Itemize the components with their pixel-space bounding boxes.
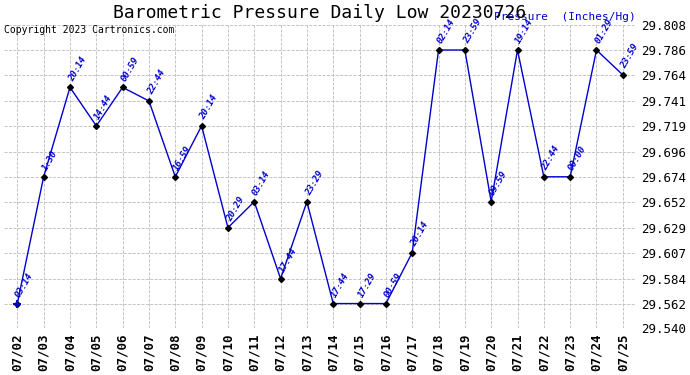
Text: 1:30: 1:30 <box>41 149 59 172</box>
Text: 02:14: 02:14 <box>435 18 457 45</box>
Text: 14:44: 14:44 <box>93 93 115 121</box>
Title: Barometric Pressure Daily Low 20230726: Barometric Pressure Daily Low 20230726 <box>113 4 526 22</box>
Text: 22:44: 22:44 <box>146 69 167 96</box>
Text: 03:14: 03:14 <box>14 271 35 299</box>
Text: 00:59: 00:59 <box>382 271 404 299</box>
Text: Copyright 2023 Cartronics.com: Copyright 2023 Cartronics.com <box>4 25 175 35</box>
Text: 17:44: 17:44 <box>277 246 299 274</box>
Text: 23:59: 23:59 <box>462 18 483 45</box>
Text: 01:29: 01:29 <box>593 18 614 45</box>
Text: 20:29: 20:29 <box>225 195 246 223</box>
Text: 20:14: 20:14 <box>409 220 430 248</box>
Text: 17:29: 17:29 <box>356 271 377 299</box>
Text: 00:59: 00:59 <box>119 55 141 83</box>
Text: 03:14: 03:14 <box>251 170 272 197</box>
Text: 09:59: 09:59 <box>488 170 509 197</box>
Text: 23:29: 23:29 <box>304 170 325 197</box>
Text: 19:14: 19:14 <box>514 18 535 45</box>
Text: 20:14: 20:14 <box>198 93 219 121</box>
Text: 23:59: 23:59 <box>620 43 641 70</box>
Text: 00:00: 00:00 <box>567 144 588 172</box>
Text: 17:44: 17:44 <box>330 271 351 299</box>
Text: 16:59: 16:59 <box>172 144 193 172</box>
Text: 22:44: 22:44 <box>540 144 562 172</box>
Text: 20:14: 20:14 <box>67 55 88 83</box>
Text: Pressure  (Inches/Hg): Pressure (Inches/Hg) <box>494 12 636 22</box>
